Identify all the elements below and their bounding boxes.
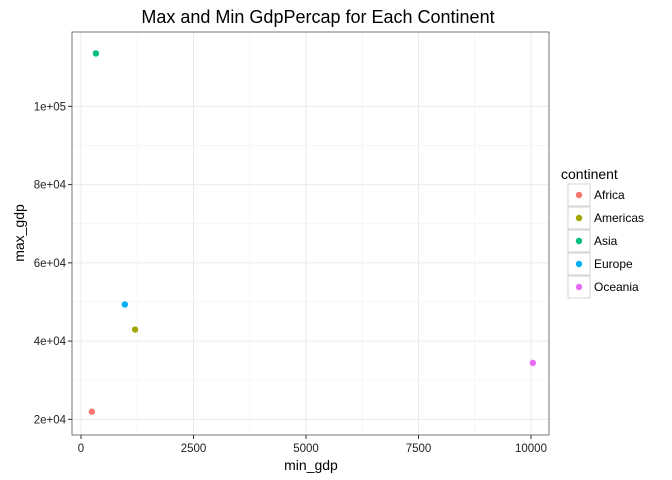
- legend-marker-asia: [575, 237, 583, 245]
- legend-label: Europe: [594, 257, 633, 271]
- x-axis: 0 2500 5000 7500 10000: [78, 435, 547, 455]
- legend-marker-europe: [575, 260, 583, 268]
- legend-marker-africa: [575, 191, 583, 199]
- legend-title: continent: [561, 166, 618, 182]
- x-axis-title: min_gdp: [284, 457, 338, 473]
- legend-marker-oceania: [575, 283, 583, 291]
- y-axis-title: max_gdp: [11, 204, 27, 262]
- x-tick-label: 0: [78, 443, 84, 455]
- y-tick-label: 6e+04: [34, 258, 67, 270]
- y-tick-label: 8e+04: [34, 180, 67, 192]
- x-tick-label: 2500: [181, 443, 207, 455]
- x-tick-label: 10000: [515, 443, 547, 455]
- plot-panel: [71, 31, 550, 436]
- grid: [72, 32, 549, 435]
- legend: continent Africa Americas Asia Europe Oceani…: [561, 166, 644, 299]
- point-africa: [88, 408, 96, 415]
- legend-label: Oceania: [594, 280, 639, 294]
- data-points: [88, 50, 536, 415]
- legend-label: Asia: [594, 234, 618, 248]
- chart-title: Max and Min GdpPercap for Each Continent: [141, 7, 494, 27]
- legend-label: Africa: [594, 188, 625, 202]
- y-tick-label: 1e+05: [34, 101, 66, 113]
- legend-marker-americas: [575, 214, 583, 222]
- y-tick-label: 2e+04: [34, 414, 67, 426]
- y-axis: 2e+04 4e+04 6e+04 8e+04 1e+05: [34, 101, 72, 426]
- x-tick-label: 5000: [293, 443, 319, 455]
- y-tick-label: 4e+04: [34, 336, 67, 348]
- point-asia: [92, 50, 100, 57]
- point-europe: [121, 301, 129, 308]
- legend-label: Americas: [594, 211, 644, 225]
- point-oceania: [529, 359, 536, 367]
- point-americas: [131, 326, 139, 333]
- x-tick-label: 7500: [406, 443, 432, 455]
